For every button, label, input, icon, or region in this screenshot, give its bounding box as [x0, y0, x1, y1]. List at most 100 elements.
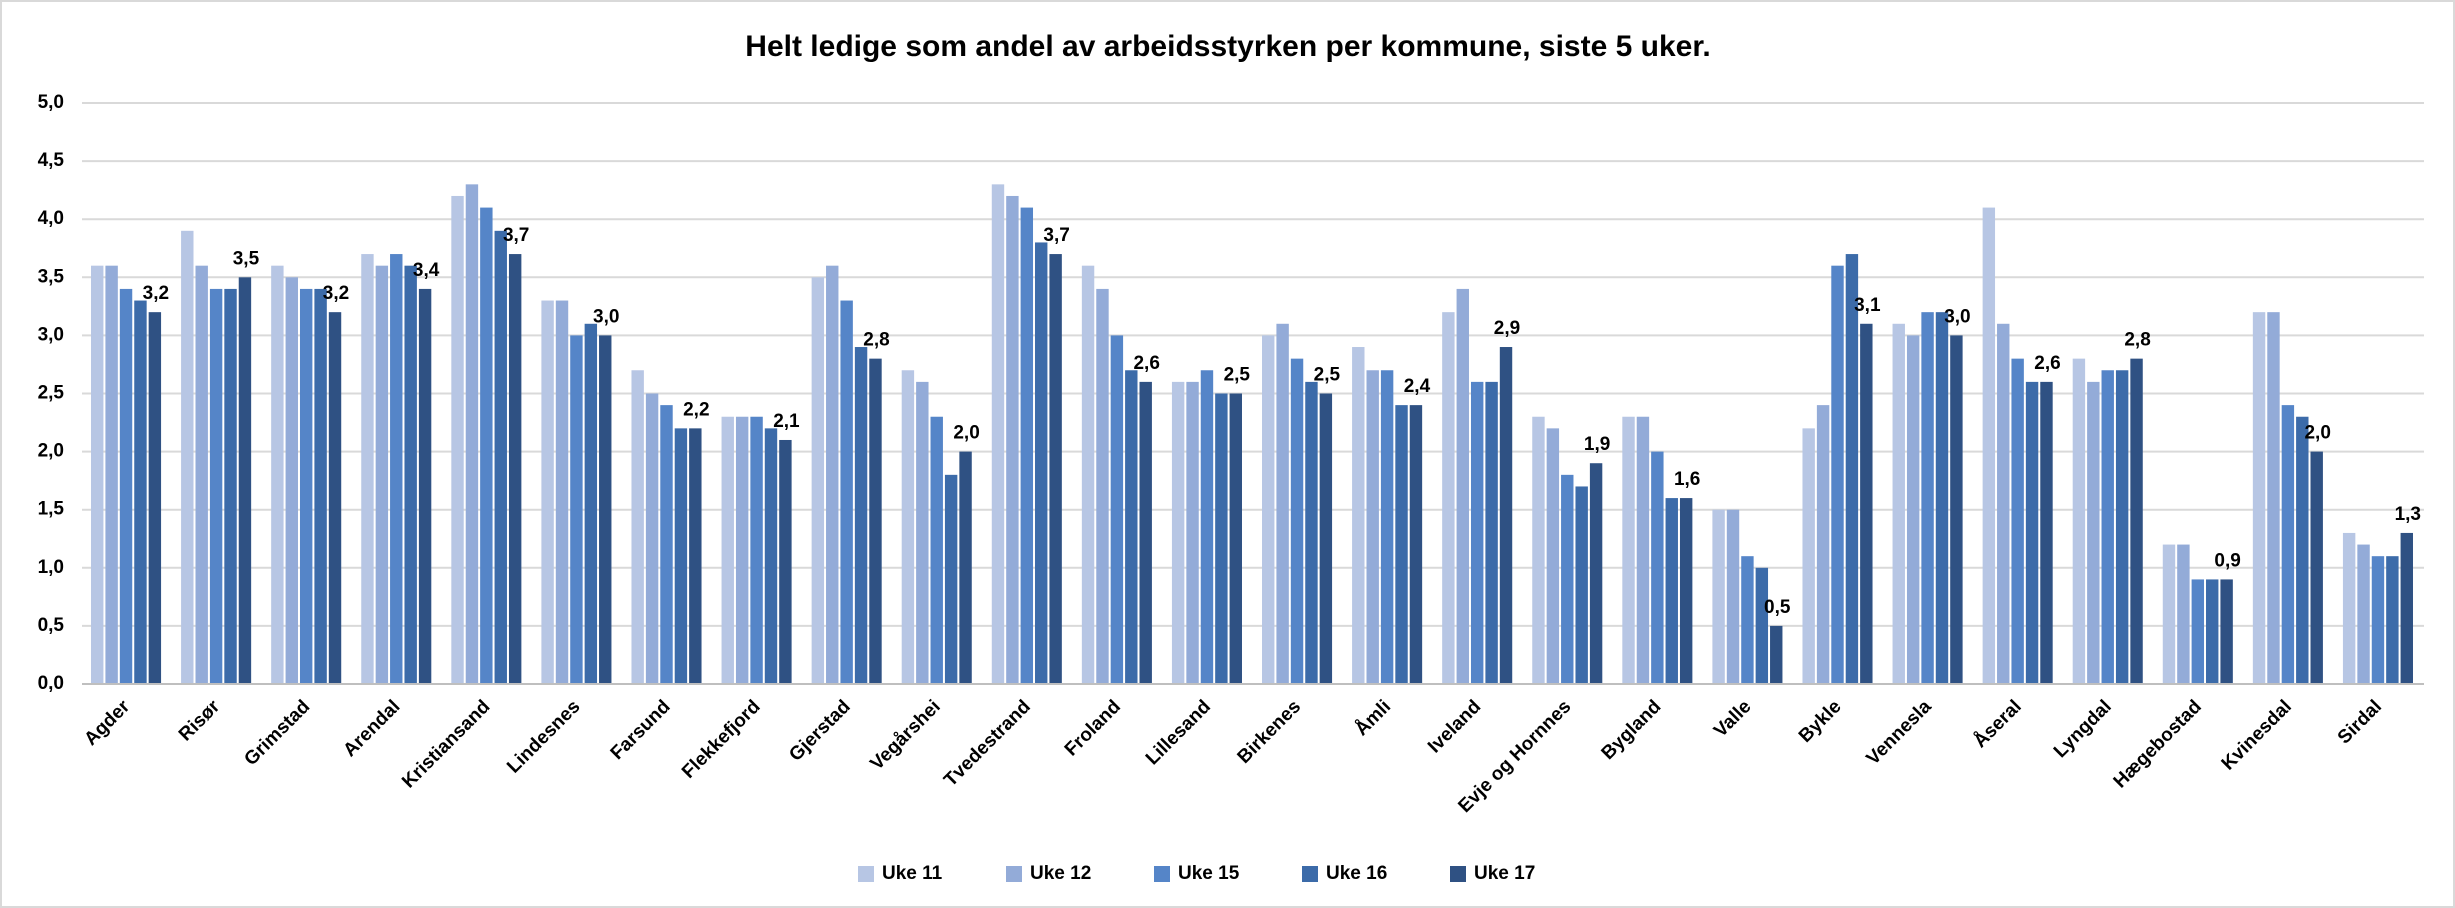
- bar: [1290, 358, 1304, 684]
- y-tick-label: 0,0: [38, 673, 64, 694]
- data-label: 3,4: [413, 260, 440, 281]
- bar: [1770, 625, 1783, 684]
- data-label: 3,2: [323, 283, 349, 304]
- y-tick-label: 3,0: [38, 324, 64, 345]
- data-label: 2,0: [953, 423, 979, 444]
- bar: [238, 277, 252, 684]
- bar: [2267, 312, 2280, 684]
- y-tick-label: 1,5: [38, 499, 65, 520]
- data-label: 3,0: [1944, 306, 1970, 327]
- bar: [869, 358, 882, 684]
- bar: [148, 312, 162, 684]
- bar: [2296, 416, 2309, 684]
- bar: [2386, 556, 2399, 684]
- bar: [1816, 405, 1830, 684]
- bar: [541, 300, 554, 684]
- bar: [1755, 567, 1769, 684]
- bar: [1485, 381, 1498, 684]
- bar: [631, 370, 644, 684]
- bar: [854, 347, 868, 684]
- bar: [1139, 381, 1152, 684]
- bar: [508, 254, 522, 684]
- bar: [1532, 416, 1545, 684]
- bar: [1802, 428, 1815, 684]
- data-label: 3,1: [1854, 295, 1881, 316]
- y-tick-label: 1,0: [38, 557, 64, 578]
- data-label: 3,2: [143, 283, 169, 304]
- bar: [2310, 451, 2323, 684]
- bar: [91, 265, 104, 684]
- data-label: 2,4: [1404, 376, 1431, 397]
- bar: [418, 288, 432, 684]
- bar: [2072, 358, 2086, 684]
- bar: [959, 451, 972, 684]
- bar: [2342, 532, 2356, 684]
- bar: [1499, 347, 1513, 684]
- bar: [2011, 358, 2024, 684]
- bar: [1589, 463, 1603, 684]
- bar: [1035, 242, 1048, 684]
- bar: [119, 288, 133, 684]
- bar: [1125, 370, 1138, 684]
- bar: [1442, 312, 1455, 684]
- bar: [2252, 312, 2266, 684]
- bar: [779, 439, 792, 684]
- bar: [1561, 474, 1574, 684]
- data-label: 3,7: [1043, 225, 1069, 246]
- bar: [721, 416, 734, 684]
- bar: [750, 416, 763, 684]
- bar: [2087, 381, 2100, 684]
- legend-swatch: [1450, 866, 1466, 882]
- bar: [2130, 358, 2143, 684]
- bar: [1950, 335, 1963, 684]
- bar: [1096, 288, 1109, 684]
- bar: [1906, 335, 1920, 684]
- bar: [404, 265, 417, 684]
- bar: [1319, 393, 1333, 684]
- bar: [1380, 370, 1394, 684]
- bar: [674, 428, 688, 684]
- y-tick-label: 2,0: [38, 441, 64, 462]
- bar: [2191, 579, 2205, 684]
- bar: [375, 265, 389, 684]
- bar: [1366, 370, 1379, 684]
- bar: [2220, 579, 2233, 684]
- bar: [1395, 405, 1408, 684]
- bar: [991, 184, 1005, 684]
- bar: [764, 428, 778, 684]
- bar: [1020, 207, 1034, 684]
- data-label: 1,6: [1674, 469, 1700, 490]
- bar: [901, 370, 915, 684]
- bar: [1651, 451, 1664, 684]
- legend-label: Uke 11: [882, 863, 943, 884]
- bar: [1456, 288, 1469, 684]
- legend-label: Uke 16: [1326, 863, 1387, 884]
- bar: [555, 300, 569, 684]
- bar: [2206, 579, 2219, 684]
- bar: [2371, 556, 2385, 684]
- bar: [2400, 532, 2413, 684]
- bar: [826, 265, 839, 684]
- data-label: 2,8: [863, 330, 889, 351]
- bar: [2040, 381, 2053, 684]
- legend-swatch: [1006, 866, 1022, 882]
- bar: [285, 277, 298, 684]
- bar: [1892, 323, 1905, 684]
- bar: [224, 288, 237, 684]
- data-label: 1,9: [1584, 434, 1610, 455]
- bar: [1741, 556, 1754, 684]
- bar: [1845, 254, 1859, 684]
- bar: [1921, 312, 1934, 684]
- bar: [645, 393, 659, 684]
- bar: [944, 474, 958, 684]
- bar: [1262, 335, 1275, 684]
- bar: [1200, 370, 1214, 684]
- bar: [271, 265, 284, 684]
- bar: [930, 416, 943, 684]
- bar: [2162, 544, 2176, 684]
- bar: [811, 277, 825, 684]
- bar: [1860, 323, 1873, 684]
- bar: [1997, 323, 2010, 684]
- bar: [570, 335, 583, 684]
